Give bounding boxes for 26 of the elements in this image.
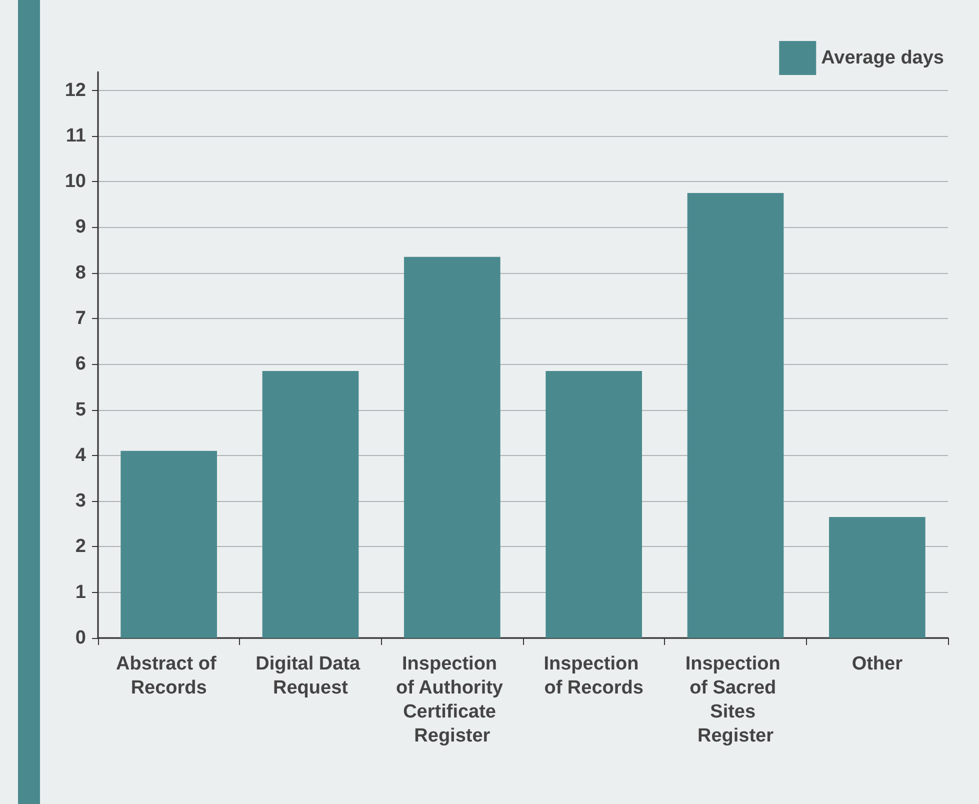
y-tick-label: 11 — [66, 125, 86, 146]
x-tick-label: Other — [852, 654, 904, 674]
y-tick-label: 9 — [75, 216, 86, 238]
y-tick-label: 0 — [75, 628, 86, 648]
legend-label: Average days — [821, 48, 944, 68]
y-tick-label: 6 — [75, 354, 86, 375]
bar — [829, 517, 926, 638]
y-tick-label: 7 — [75, 308, 86, 329]
y-tick-label: 12 — [64, 80, 86, 101]
x-tick-label: Inspection of Sacred Sites Register — [685, 654, 786, 746]
bar — [262, 370, 359, 638]
x-tick-label: Abstract of Records — [116, 654, 222, 698]
y-tick-label: 10 — [64, 171, 86, 192]
bar — [120, 450, 217, 638]
y-tick-label: 1 — [75, 582, 86, 603]
bar — [546, 370, 642, 638]
bar — [687, 192, 784, 638]
y-tick-label: 3 — [75, 490, 86, 512]
x-tick-label: Digital Data Request — [256, 654, 366, 698]
y-tick-label: 2 — [75, 536, 86, 558]
x-tick-label: Inspection of Records — [544, 654, 644, 698]
y-tick-label: 4 — [75, 444, 86, 466]
y-tick-label: 5 — [75, 399, 86, 420]
y-tick-label: 8 — [75, 262, 86, 284]
x-tick-label: Inspection of Authority Certificate Register — [396, 654, 508, 746]
bar — [404, 256, 500, 638]
